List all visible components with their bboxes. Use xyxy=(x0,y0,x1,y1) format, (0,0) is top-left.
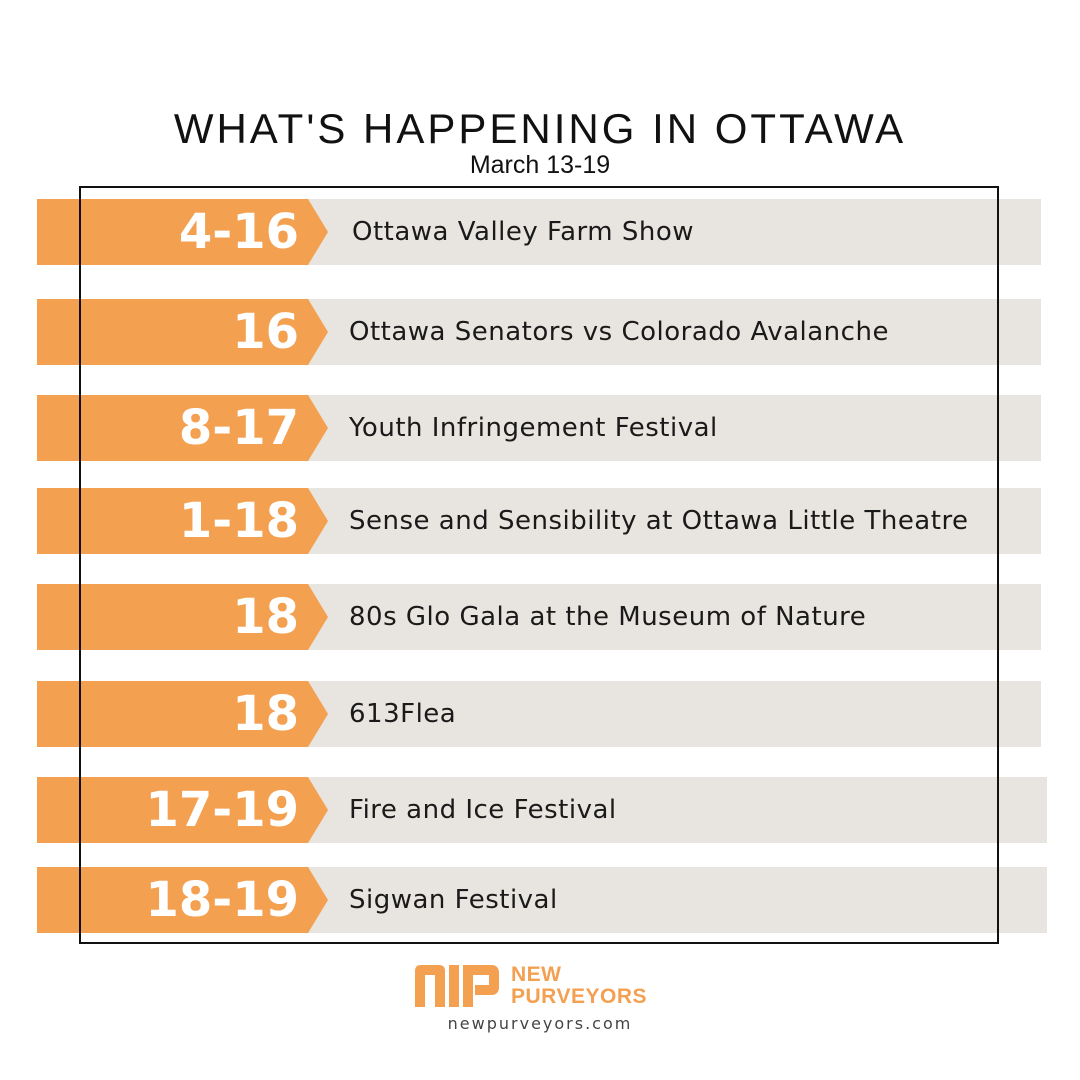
event-row: 1-18 Sense and Sensibility at Ottawa Lit… xyxy=(37,488,1041,554)
brand-name-line2: PURVEYORS xyxy=(511,985,647,1008)
event-row: 4-16 Ottawa Valley Farm Show xyxy=(37,199,1041,265)
event-row: 18-19 Sigwan Festival xyxy=(37,867,1047,933)
event-dates: 18 xyxy=(232,589,299,645)
event-dates: 18-19 xyxy=(145,872,299,928)
event-dates: 16 xyxy=(232,304,299,360)
event-name: 80s Glo Gala at the Museum of Nature xyxy=(349,602,867,632)
event-name: Youth Infringement Festival xyxy=(349,413,718,443)
event-dates: 8-17 xyxy=(178,400,299,456)
event-name: Ottawa Valley Farm Show xyxy=(352,217,695,247)
event-dates: 18 xyxy=(232,686,299,742)
date-tab xyxy=(37,867,328,933)
event-dates: 4-16 xyxy=(178,204,299,260)
event-row: 8-17 Youth Infringement Festival xyxy=(37,395,1041,461)
event-row: 17-19 Fire and Ice Festival xyxy=(37,777,1047,843)
event-row: 18 80s Glo Gala at the Museum of Nature xyxy=(37,584,1041,650)
event-name: Sigwan Festival xyxy=(349,885,558,915)
date-tab xyxy=(37,199,328,265)
date-tab xyxy=(37,488,328,554)
date-tab xyxy=(37,395,328,461)
event-name: Fire and Ice Festival xyxy=(349,795,617,825)
event-dates: 1-18 xyxy=(178,493,299,549)
event-row: 18 613Flea xyxy=(37,681,1041,747)
brand-logo: NEW PURVEYORS xyxy=(413,963,673,1013)
date-tab xyxy=(37,777,328,843)
brand-name-line1: NEW xyxy=(511,963,562,986)
event-dates: 17-19 xyxy=(145,782,299,838)
website-url: newpurveyors.com xyxy=(447,1014,633,1033)
event-name: 613Flea xyxy=(349,699,457,729)
page-subtitle: March 13-19 xyxy=(469,151,611,179)
logo-mark-icon xyxy=(415,965,499,1007)
page-title: WHAT'S HAPPENING IN OTTAWA xyxy=(173,105,907,152)
date-tab xyxy=(37,299,328,365)
date-tab xyxy=(37,681,328,747)
event-name: Sense and Sensibility at Ottawa Little T… xyxy=(349,506,969,536)
event-row: 16 Ottawa Senators vs Colorado Avalanche xyxy=(37,299,1041,365)
event-name: Ottawa Senators vs Colorado Avalanche xyxy=(349,317,889,347)
date-tab xyxy=(37,584,328,650)
